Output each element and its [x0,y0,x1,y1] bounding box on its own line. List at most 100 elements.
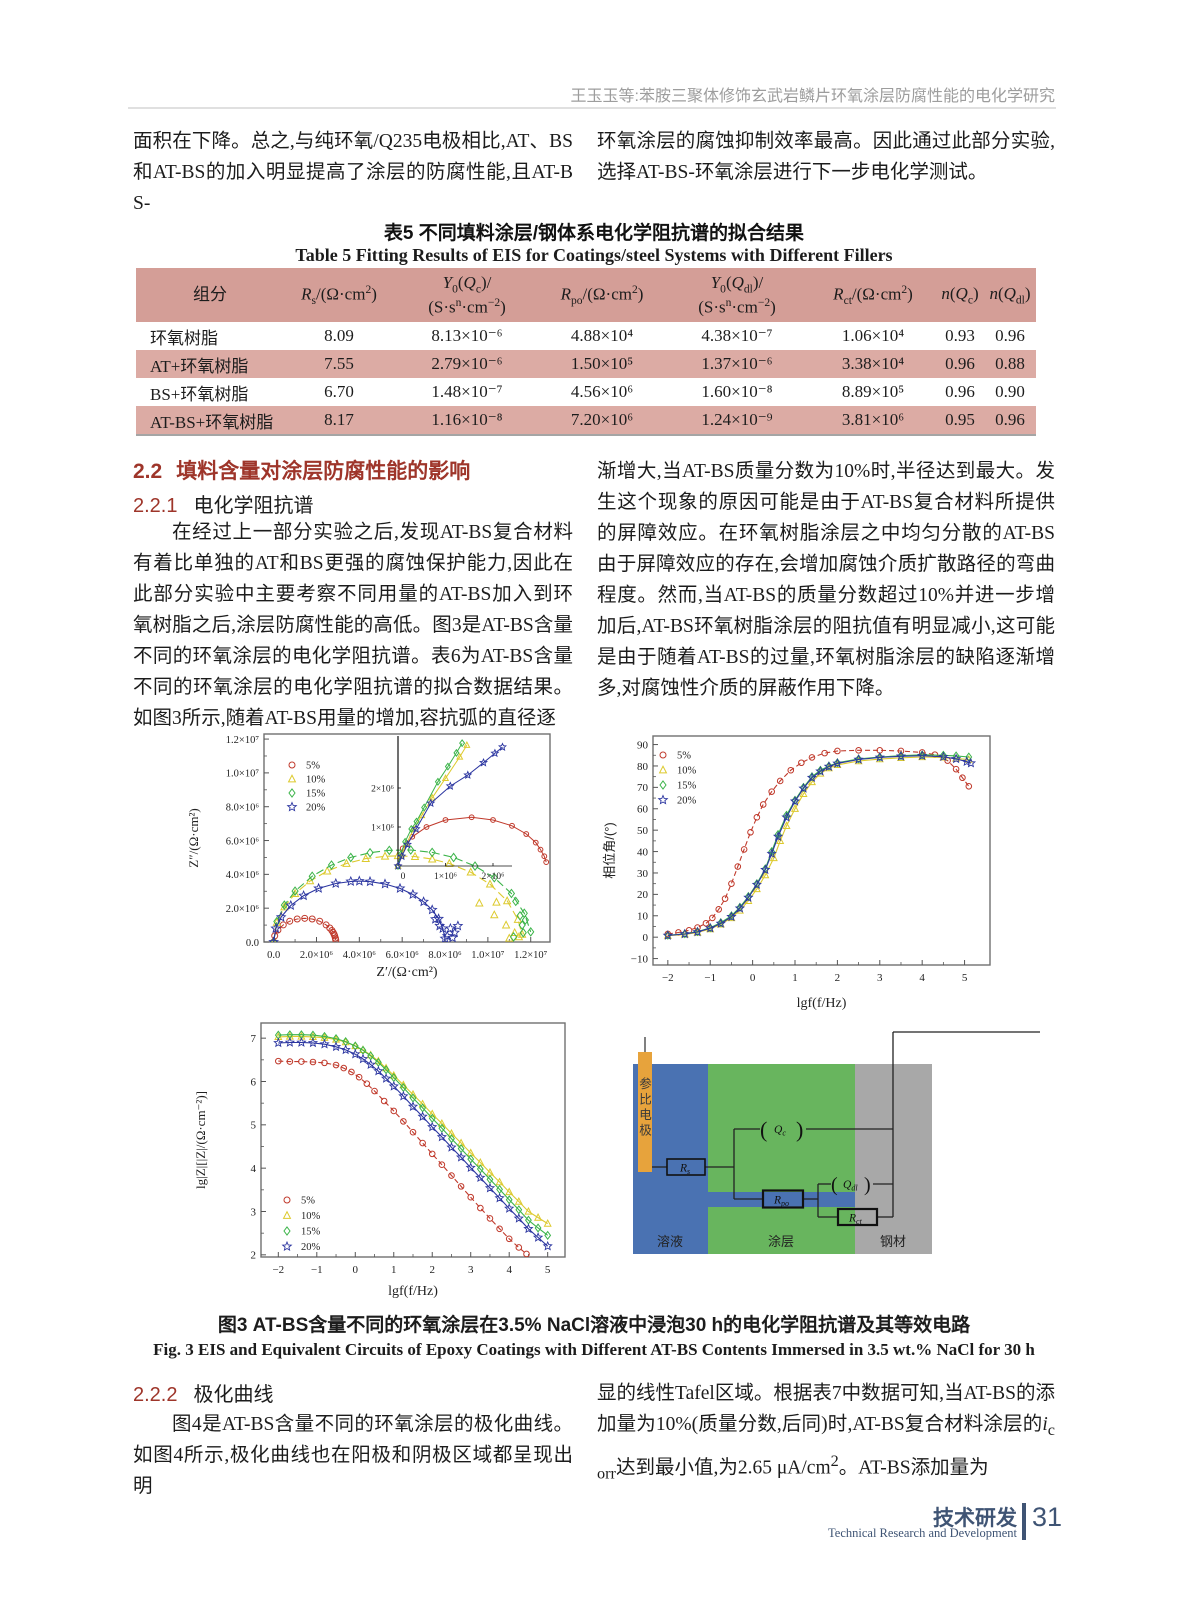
svg-text:5%: 5% [306,761,320,772]
svg-text:3: 3 [251,1206,257,1218]
rct-resistor-box [836,1207,879,1227]
svg-text:1: 1 [792,972,798,984]
section-2-2-1-paragraph: 在经过上一部分实验之后,发现AT-BS复合材料有着比单独的AT和BS更强的腐蚀保… [133,522,573,729]
svg-text:1.2×10⁷: 1.2×10⁷ [514,950,548,961]
table5-cell: 0.90 [995,382,1025,401]
section-number: 2.2 [133,460,163,483]
phase-series [662,747,977,940]
section-title: 电化学阻抗谱 [193,495,314,517]
table5-cell: 1.06×10⁴ [841,326,905,345]
table5-cell: 0.88 [984,350,1036,378]
svg-text:1: 1 [391,1264,397,1276]
svg-text:90: 90 [637,739,649,751]
table5-cell: 1.60×10⁻⁸ [701,382,773,401]
intro-paragraph-right: 环氧涂层的腐蚀抑制效率最高。因此通过此部分实验,选择AT-BS-环氧涂层进行下一… [597,131,1055,183]
svg-text:0.0: 0.0 [267,950,280,961]
svg-text:5%: 5% [677,751,691,762]
svg-text:−1: −1 [704,972,716,984]
table5-header-cell: Y0(Qdl)/(S·sn·cm−2) [664,268,810,322]
svg-text:1×10⁶: 1×10⁶ [434,872,457,882]
table5-header-cell: n(Qc) [936,268,984,322]
table5-cell: 8.13×10⁻⁶ [431,326,503,345]
circuit-wires [652,1031,1040,1218]
svg-text:80: 80 [637,761,649,773]
svg-text:Z′/(Ω·cm²): Z′/(Ω·cm²) [376,965,438,980]
table5-cell: 4.56×10⁶ [570,382,634,401]
table5-cell: 4.88×10⁴ [570,326,634,345]
qc-cpe-bracket-right: ) [796,1117,803,1142]
table5-cell: 1.50×10⁵ [540,350,664,378]
nyquist-series [268,845,535,942]
figure3-caption-zh: 图3 AT-BS含量不同的环氧涂层在3.5% NaCl溶液中浸泡30 h的电化学… [217,1315,971,1336]
nyquist-inset [393,736,550,871]
table5-row: AT+环氧树脂 7.55 2.79×10⁻⁶ 1.50×10⁵ 1.37×10⁻⁶ 3.3… [136,350,1036,378]
svg-text:15%: 15% [306,789,326,800]
svg-text:5: 5 [962,972,968,984]
rct-label: Rct [848,1213,863,1227]
section-2-2-1-heading: 2.2.1 电化学阻抗谱 [133,489,313,518]
svg-text:lgf(f/Hz): lgf(f/Hz) [797,996,847,1011]
table5-cell: 1.24×10⁻⁹ [664,406,810,435]
svg-text:0: 0 [401,872,406,882]
table5-cell: 8.89×10⁵ [841,382,905,401]
table5-cell: 3.38×10⁴ [810,350,936,378]
qc-label: Qc [774,1124,786,1138]
svg-text:2: 2 [429,1264,435,1276]
reference-electrode-label: 参比电极 [637,1077,651,1139]
table5-cell: 4.38×10⁻⁷ [701,326,773,345]
section-2-2-2-paragraph-right: 显的线性Tafel区域。根据表7中数据可知,当AT-BS的添加量为10%(质量分… [597,1383,1055,1483]
table5-header-cell: n(Qdl) [984,268,1036,322]
table5-cell: 0.96 [945,382,975,401]
svg-text:0: 0 [750,972,756,984]
table5-cell: 0.96 [984,406,1036,435]
nyquist-plot: 0.0 2.0×10⁶ 4.0×10⁶ 6.0×10⁶ 8.0×10⁶ 1.0×10⁷ 1.… [186,733,551,980]
footer-divider-bar [1022,1503,1026,1540]
table5-header-cell: Y0(Qc)/(S·sn·cm−2) [394,268,540,322]
svg-text:2×10⁶: 2×10⁶ [482,872,505,882]
table5-cell: 2.79×10⁻⁶ [394,350,540,378]
svg-text:1.0×10⁷: 1.0×10⁷ [471,950,505,961]
svg-text:4.0×10⁶: 4.0×10⁶ [343,950,377,961]
svg-text:6: 6 [251,1076,257,1088]
figure3-caption-en: Fig. 3 EIS and Equivalent Circuits of Ep… [153,1340,1035,1359]
table5-cell: 1.48×10⁻⁷ [431,382,503,401]
svg-text:8.0×10⁶: 8.0×10⁶ [226,803,260,814]
svg-text:15%: 15% [301,1227,321,1238]
page-number: 31 [1032,1502,1063,1532]
footer-section-en: Technical Research and Development [828,1526,1017,1540]
qdl-cpe-bracket-left: ( [831,1174,838,1196]
svg-text:5: 5 [251,1120,257,1132]
table5-cell: 0.96 [995,326,1025,345]
table5-cell: 3.81×10⁶ [810,406,936,435]
qc-cpe-bracket-left: ( [760,1117,767,1142]
svg-text:2.0×10⁶: 2.0×10⁶ [300,950,334,961]
svg-text:Z″/(Ω·cm²): Z″/(Ω·cm²) [186,808,201,867]
svg-text:6.0×10⁶: 6.0×10⁶ [386,950,420,961]
svg-text:4.0×10⁶: 4.0×10⁶ [226,870,260,881]
table5-cell: AT+环氧树脂 [136,350,284,378]
svg-text:40: 40 [637,846,649,858]
svg-text:lgf(f/Hz): lgf(f/Hz) [388,1284,438,1299]
section-number: 2.2.1 [133,495,178,517]
table5-header-cell: Rs/(Ω·cm2) [284,268,394,322]
svg-text:60: 60 [637,804,649,816]
table5-cell: 7.55 [284,350,394,378]
qdl-label: Qdl [843,1179,858,1193]
svg-text:相位角/(°): 相位角/(°) [602,822,617,878]
svg-text:6.0×10⁶: 6.0×10⁶ [226,836,260,847]
svg-text:30: 30 [637,868,649,880]
svg-text:1.2×10⁷: 1.2×10⁷ [226,735,260,746]
running-head: 王玉玉等:苯胺三聚体修饰玄武岩鳞片环氧涂层防腐性能的电化学研究 [570,88,1055,105]
svg-text:−2: −2 [662,972,674,984]
svg-text:10%: 10% [677,766,697,777]
table5-cell: 环氧树脂 [150,328,218,348]
header-divider [128,107,1056,109]
table5-cell: AT-BS+环氧树脂 [136,406,284,435]
svg-text:4: 4 [506,1264,512,1276]
svg-text:lg|Z|[|Z|/(Ω·cm⁻²)]: lg|Z|[|Z|/(Ω·cm⁻²)] [193,1091,208,1189]
section-number: 2.2.2 [133,1384,178,1406]
svg-text:0.0: 0.0 [246,938,259,949]
table5-header-cell: Rct/(Ω·cm2) [810,268,936,322]
svg-text:2: 2 [251,1250,257,1262]
